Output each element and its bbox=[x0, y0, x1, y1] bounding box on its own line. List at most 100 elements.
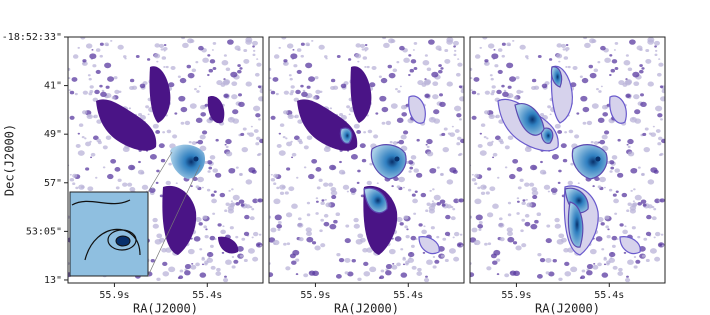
speck bbox=[252, 231, 259, 237]
speck bbox=[459, 118, 462, 121]
speck bbox=[426, 67, 432, 72]
speck bbox=[389, 140, 393, 144]
speck bbox=[531, 78, 537, 83]
speck bbox=[627, 67, 633, 72]
speck bbox=[644, 127, 649, 131]
speck bbox=[627, 202, 632, 207]
speck bbox=[471, 177, 477, 182]
speck bbox=[237, 69, 242, 74]
speck bbox=[423, 225, 426, 228]
speck bbox=[492, 260, 498, 265]
core bbox=[571, 144, 608, 180]
speck bbox=[603, 263, 607, 266]
speck bbox=[415, 238, 418, 240]
speck bbox=[192, 176, 198, 182]
speck bbox=[545, 271, 550, 275]
speck bbox=[75, 143, 81, 148]
speck bbox=[367, 129, 373, 134]
speck bbox=[427, 97, 430, 99]
speck bbox=[400, 248, 404, 251]
core bbox=[339, 127, 353, 144]
speck bbox=[232, 109, 239, 115]
speck bbox=[325, 202, 332, 208]
speck bbox=[239, 254, 244, 258]
speck bbox=[159, 194, 164, 198]
speck bbox=[567, 65, 571, 69]
speck bbox=[525, 55, 529, 58]
speck bbox=[225, 259, 232, 265]
speck bbox=[601, 272, 609, 278]
speck bbox=[605, 225, 609, 229]
speck bbox=[174, 112, 178, 115]
speck bbox=[474, 54, 481, 59]
speck bbox=[654, 45, 657, 48]
speck bbox=[168, 82, 175, 88]
speck bbox=[360, 194, 365, 198]
speck bbox=[182, 42, 189, 49]
speck bbox=[612, 193, 617, 197]
speck bbox=[336, 252, 341, 257]
speck bbox=[148, 187, 156, 193]
image-layer bbox=[68, 37, 263, 283]
speck bbox=[658, 58, 661, 60]
speck bbox=[637, 235, 641, 239]
speck bbox=[403, 57, 410, 63]
speck bbox=[643, 237, 648, 241]
speck bbox=[515, 76, 520, 80]
speck bbox=[570, 162, 574, 166]
speck bbox=[195, 117, 203, 123]
speck bbox=[273, 198, 281, 205]
speck bbox=[246, 132, 250, 135]
speck bbox=[603, 186, 606, 189]
speck bbox=[123, 55, 127, 58]
speck bbox=[77, 46, 80, 49]
speck bbox=[231, 256, 235, 259]
speck bbox=[410, 155, 417, 160]
speck bbox=[448, 248, 456, 254]
speck bbox=[305, 227, 312, 233]
speck bbox=[295, 273, 299, 276]
speck bbox=[545, 238, 552, 244]
speck bbox=[423, 79, 431, 86]
speck bbox=[407, 188, 412, 192]
speck bbox=[477, 186, 481, 190]
speck bbox=[633, 188, 636, 191]
speck bbox=[68, 67, 71, 72]
speck bbox=[627, 259, 634, 265]
speck bbox=[600, 85, 603, 88]
speck bbox=[175, 182, 178, 185]
speck bbox=[565, 66, 568, 68]
speck bbox=[152, 217, 158, 223]
speck bbox=[180, 106, 188, 113]
speck bbox=[178, 95, 186, 102]
speck bbox=[582, 106, 590, 113]
speck bbox=[483, 135, 487, 139]
speck bbox=[289, 77, 293, 81]
speck bbox=[319, 229, 323, 233]
speck bbox=[221, 251, 225, 254]
speck bbox=[251, 207, 255, 211]
speck bbox=[400, 134, 407, 140]
speck bbox=[292, 49, 295, 51]
speck bbox=[625, 93, 631, 98]
speck bbox=[479, 150, 487, 156]
speck bbox=[270, 173, 273, 176]
speck bbox=[300, 84, 304, 88]
speck bbox=[114, 167, 121, 172]
speck bbox=[282, 135, 286, 139]
speck bbox=[648, 132, 652, 135]
speck bbox=[633, 94, 640, 100]
speck bbox=[195, 60, 199, 64]
speck bbox=[639, 69, 644, 74]
speck bbox=[488, 114, 495, 120]
speck bbox=[426, 202, 431, 207]
speck bbox=[497, 176, 500, 179]
speck bbox=[631, 226, 636, 230]
speck bbox=[453, 53, 457, 57]
speck bbox=[606, 262, 610, 266]
speck bbox=[315, 167, 322, 172]
speck bbox=[387, 64, 393, 69]
speck bbox=[225, 202, 230, 207]
speck bbox=[487, 141, 494, 147]
speck bbox=[227, 39, 234, 45]
